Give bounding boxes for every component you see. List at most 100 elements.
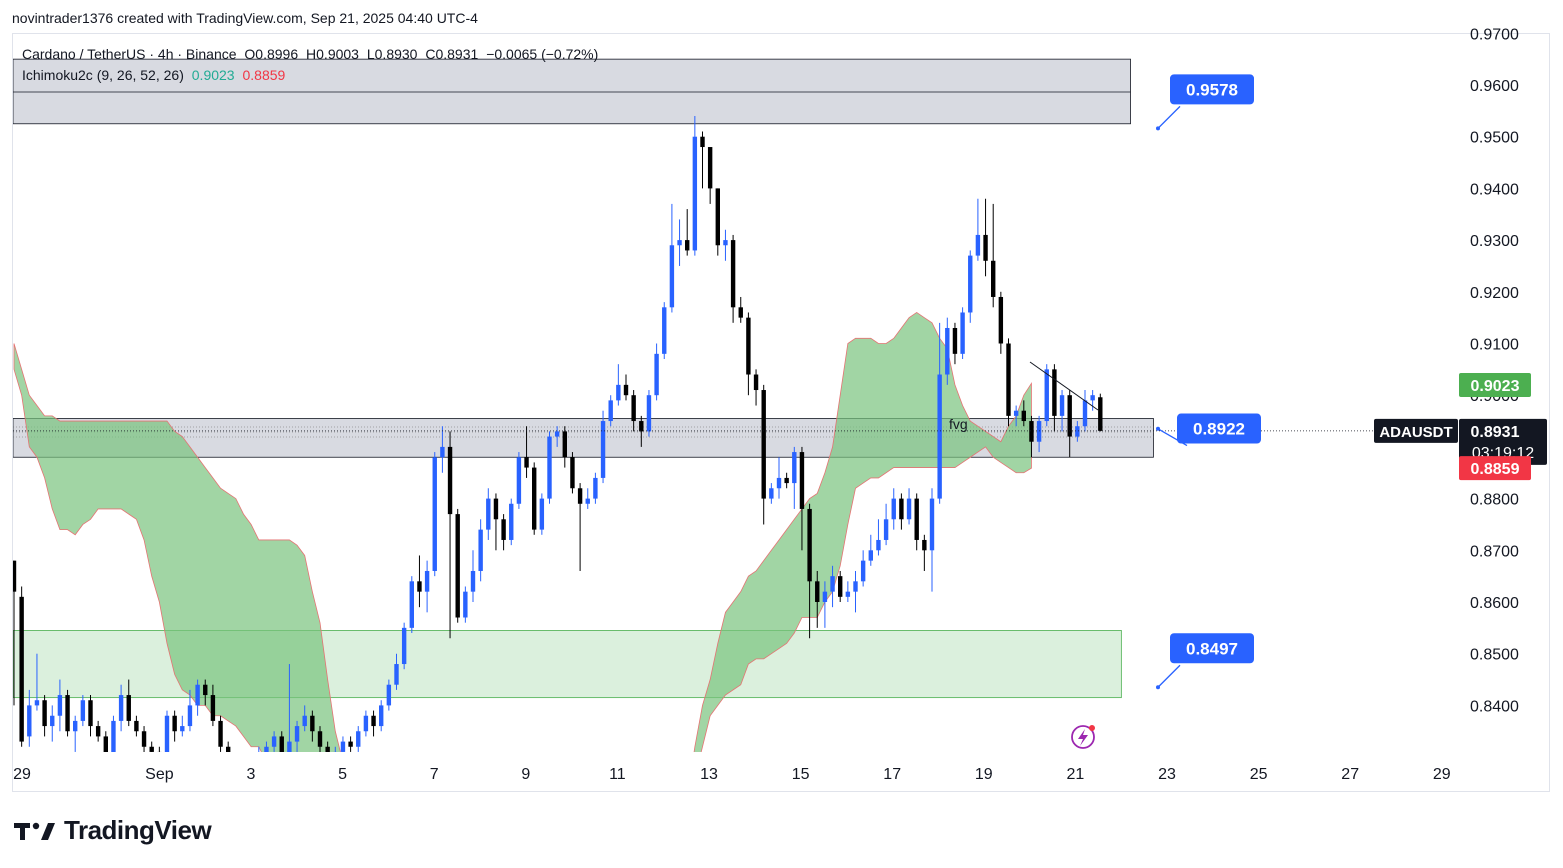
- candle-body: [1021, 410, 1026, 422]
- candle-body: [975, 234, 981, 256]
- candle-body: [42, 700, 47, 727]
- candle-body: [501, 519, 506, 540]
- symbol-name[interactable]: Cardano / TetherUS · 4h · Binance: [22, 46, 237, 62]
- candle-body: [1036, 421, 1042, 442]
- candle-body: [241, 778, 245, 788]
- tradingview-logo[interactable]: TradingView: [14, 815, 212, 846]
- candle-body: [386, 684, 392, 706]
- candle-body: [141, 731, 147, 747]
- candle-body: [608, 400, 613, 422]
- supply-zone: [13, 58, 1131, 125]
- candle-body: [271, 736, 277, 747]
- candle-body: [685, 240, 690, 251]
- ichimoku-cloud-right: [693, 311, 1032, 752]
- lightning-bolt-icon: [1078, 729, 1088, 746]
- level-label-box[interactable]: [1177, 413, 1261, 444]
- y-tick-label: 0.8600: [1470, 595, 1519, 612]
- indicator-legend: Ichimoku2c (9, 26, 52, 26) 0.9023 0.8859: [22, 67, 289, 83]
- candle-body: [234, 767, 238, 777]
- last-price-text: 0.8931: [1471, 424, 1520, 441]
- candle-body: [356, 731, 361, 747]
- x-tick-label: 29: [1433, 766, 1451, 783]
- candle-body: [822, 591, 828, 602]
- candle-body: [187, 705, 193, 727]
- candle-body: [317, 731, 323, 747]
- candle-body: [294, 726, 300, 742]
- symbol-badge: [1374, 418, 1458, 443]
- candle-body: [172, 715, 177, 732]
- candle-body: [830, 576, 835, 592]
- candle-body: [815, 581, 820, 602]
- level-label-box[interactable]: [1170, 633, 1254, 664]
- candle-body: [906, 498, 912, 520]
- candle-body: [27, 705, 32, 737]
- candle-body: [95, 726, 101, 737]
- candle-body: [860, 560, 866, 582]
- ichimoku-b-badge: [1459, 456, 1531, 481]
- candle-body: [753, 374, 759, 391]
- candle-body: [103, 736, 108, 752]
- candle-body: [348, 741, 353, 747]
- x-tick-label: 7: [430, 766, 439, 783]
- indicator-value-b: 0.8859: [242, 67, 286, 83]
- level-label-box[interactable]: [1170, 74, 1254, 105]
- indicator-name[interactable]: Ichimoku2c (9, 26, 52, 26): [22, 67, 184, 83]
- candle-body: [600, 421, 606, 478]
- candle-body: [646, 395, 652, 432]
- candle-body: [310, 715, 315, 732]
- attribution-text: novintrader1376 created with TradingView…: [12, 10, 478, 26]
- candle-body: [799, 452, 805, 509]
- candle-body: [654, 353, 659, 396]
- candle-body: [738, 307, 743, 318]
- candle-body: [585, 498, 590, 504]
- y-tick-label: 0.9300: [1470, 233, 1519, 250]
- candle-body: [524, 457, 529, 468]
- symbol-legend: Cardano / TetherUS · 4h · Binance O0.899…: [22, 46, 602, 62]
- ichimoku-cloud-left: [13, 343, 341, 752]
- candle-body: [968, 255, 973, 313]
- candle-body: [447, 446, 453, 515]
- x-tick-label: 13: [700, 766, 718, 783]
- x-tick-label: 19: [975, 766, 993, 783]
- candle-body: [1082, 400, 1088, 427]
- candle-body: [723, 240, 728, 246]
- candle-body: [547, 436, 552, 499]
- level-anchor-dot: [1156, 426, 1160, 431]
- y-tick-label: 0.9500: [1470, 130, 1519, 147]
- candle-body: [417, 581, 422, 592]
- y-tick-label: 0.9600: [1470, 78, 1519, 95]
- candle-body: [363, 715, 369, 732]
- candle-body: [302, 715, 307, 727]
- candle-body: [1052, 369, 1057, 416]
- x-tick-label: 17: [883, 766, 901, 783]
- candle-body: [883, 519, 889, 540]
- y-tick-label: 0.8700: [1470, 543, 1519, 560]
- candle-body: [792, 452, 797, 484]
- y-tick-label: 0.8400: [1470, 698, 1519, 715]
- candle-body: [73, 720, 78, 732]
- candle-body: [539, 498, 545, 530]
- candle-body: [50, 715, 55, 727]
- candle-body: [88, 700, 93, 727]
- lightning-icon[interactable]: [1071, 725, 1095, 749]
- candle-body: [669, 245, 675, 308]
- candle-body: [616, 384, 621, 401]
- candle-body: [19, 596, 24, 742]
- candle-body: [195, 684, 200, 706]
- indicator-value-a: 0.9023: [191, 67, 235, 83]
- x-tick-label: 27: [1341, 766, 1359, 783]
- x-tick-label: 5: [338, 766, 347, 783]
- candle-body: [662, 307, 667, 354]
- x-tick-label: 3: [247, 766, 256, 783]
- x-tick-label: 15: [792, 766, 810, 783]
- ohlc-low: L0.8930: [366, 46, 418, 62]
- candle-body: [1029, 421, 1034, 442]
- candle-body: [960, 312, 965, 354]
- y-tick-label: 0.9700: [1470, 26, 1519, 43]
- candle-body: [126, 695, 131, 721]
- x-tick-label: 11: [609, 766, 626, 783]
- candle-body: [325, 746, 330, 752]
- candle-body: [333, 751, 338, 752]
- candle-body: [1044, 369, 1049, 422]
